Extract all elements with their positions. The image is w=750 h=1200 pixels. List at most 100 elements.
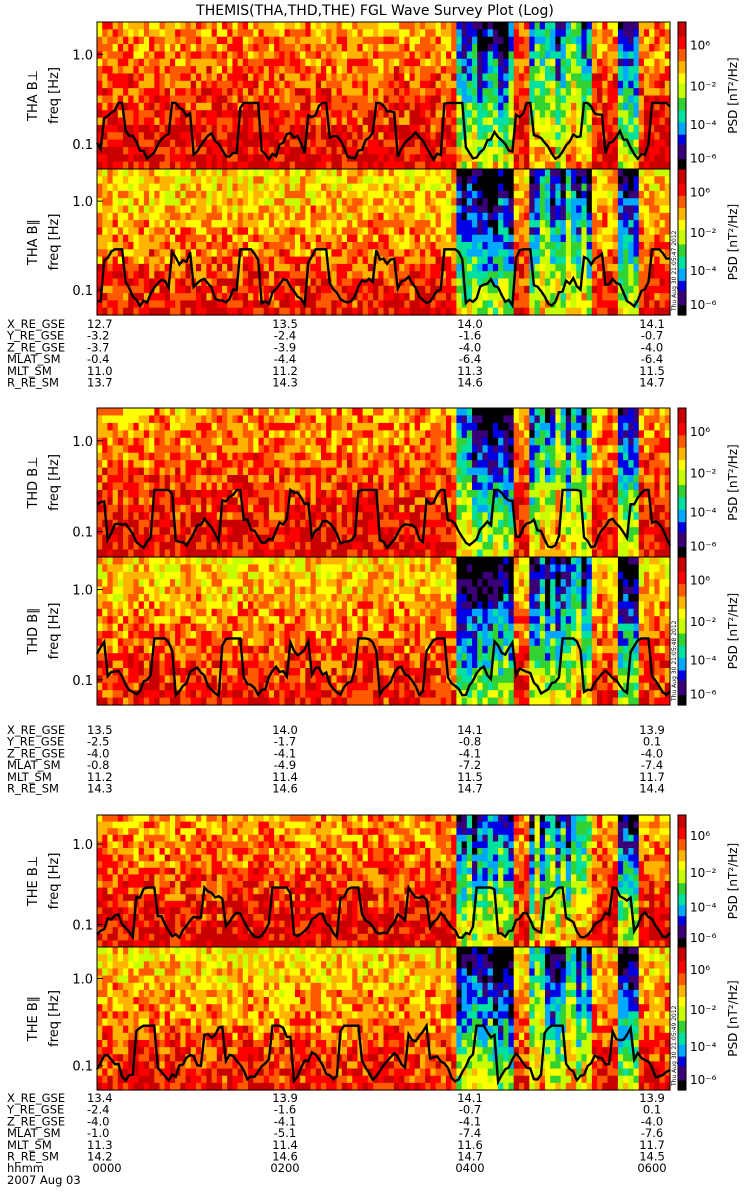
spectrogram-cell bbox=[237, 73, 244, 82]
spectrogram-cell bbox=[373, 190, 379, 199]
spectrogram-cell bbox=[451, 139, 458, 148]
spectrogram-cell bbox=[216, 95, 223, 104]
spectrogram-cell bbox=[393, 36, 400, 45]
spectrogram-cell bbox=[112, 430, 119, 439]
spectrogram-cell bbox=[534, 242, 541, 250]
spectrogram-cell bbox=[555, 66, 562, 75]
spectrogram-cell bbox=[294, 234, 301, 243]
spectrogram-cell bbox=[112, 110, 119, 119]
spectrogram-cell bbox=[154, 58, 161, 67]
spectrogram-cell bbox=[378, 293, 385, 301]
spectrogram-cell bbox=[633, 80, 640, 89]
spectrogram-cell bbox=[628, 161, 635, 170]
spectrogram-cell bbox=[159, 271, 166, 280]
spectrogram-cell bbox=[279, 132, 286, 141]
spectrogram-cell bbox=[612, 220, 619, 228]
spectrogram-cell bbox=[357, 300, 364, 309]
spectrogram-cell bbox=[591, 234, 598, 243]
spectrogram-cell bbox=[378, 234, 385, 243]
spectrogram-cell bbox=[341, 249, 348, 258]
spectrogram-cell bbox=[581, 285, 588, 294]
spectrogram-cell bbox=[649, 183, 655, 192]
spectrogram-cell bbox=[576, 227, 583, 236]
spectrogram-cell bbox=[300, 242, 306, 250]
spectrogram-cell bbox=[472, 132, 478, 141]
spectrogram-cell bbox=[190, 242, 197, 250]
spectrogram-cell bbox=[175, 460, 181, 469]
spectrogram-cell bbox=[534, 190, 541, 199]
ephemeris-label: Y_RE_GSE bbox=[6, 329, 64, 343]
spectrogram-cell bbox=[138, 198, 145, 207]
spectrogram-cell bbox=[482, 271, 489, 280]
spectrogram-cell bbox=[362, 198, 369, 207]
spectrogram-cell bbox=[367, 161, 374, 170]
spectrogram-cell bbox=[341, 227, 348, 236]
spectrogram-cell bbox=[315, 36, 322, 45]
spectrogram-cell bbox=[430, 124, 437, 133]
spectrogram-cell bbox=[451, 293, 458, 301]
spectrogram-cell bbox=[107, 408, 114, 417]
spectrogram-cell bbox=[430, 271, 437, 280]
spectrogram-cell bbox=[607, 169, 614, 177]
spectrogram-cell bbox=[498, 95, 504, 104]
spectrogram-cell bbox=[617, 285, 624, 294]
spectrogram-cell bbox=[399, 300, 405, 309]
spectrogram-cell bbox=[518, 234, 525, 243]
spectrogram-cell bbox=[133, 467, 140, 476]
spectrogram-cell bbox=[643, 73, 650, 82]
spectrogram-cell bbox=[149, 51, 155, 60]
spectrogram-cell bbox=[550, 161, 556, 170]
spectrogram-cell bbox=[253, 73, 260, 82]
spectrogram-cell bbox=[180, 146, 187, 155]
spectrogram-cell bbox=[201, 422, 207, 431]
spectrogram-cell bbox=[388, 300, 395, 309]
spectrogram-cell bbox=[388, 88, 395, 97]
spectrogram-cell bbox=[456, 146, 463, 155]
spectrogram-cell bbox=[357, 176, 364, 185]
spectrogram-cell bbox=[409, 249, 416, 258]
spectrogram-cell bbox=[581, 29, 588, 38]
spectrogram-cell bbox=[607, 212, 614, 221]
spectrogram-cell bbox=[128, 29, 135, 38]
spectrogram-cell bbox=[274, 88, 280, 97]
spectrogram-cell bbox=[97, 117, 103, 126]
spectrogram-cell bbox=[529, 307, 536, 316]
spectrogram-cell bbox=[169, 307, 176, 316]
spectrogram-cell bbox=[216, 22, 223, 30]
spectrogram-cell bbox=[159, 88, 166, 97]
spectrogram-cell bbox=[477, 293, 484, 301]
spectrogram-cell bbox=[143, 73, 150, 82]
spectrogram-cell bbox=[367, 256, 374, 265]
spectrogram-cell bbox=[399, 88, 405, 97]
spectrogram-cell bbox=[477, 234, 484, 243]
spectrogram-cell bbox=[498, 124, 504, 133]
spectrogram-cell bbox=[654, 58, 661, 67]
spectrogram-cell bbox=[274, 132, 280, 141]
spectrogram-cell bbox=[456, 66, 463, 75]
spectrogram-cell bbox=[383, 36, 390, 45]
spectrogram-cell bbox=[544, 132, 551, 141]
spectrogram-cell bbox=[305, 242, 312, 250]
colorbar-segment bbox=[678, 227, 686, 231]
spectrogram-cell bbox=[446, 307, 452, 316]
spectrogram-cell bbox=[149, 497, 155, 506]
spectrogram-cell bbox=[107, 66, 114, 75]
spectrogram-cell bbox=[227, 80, 234, 89]
spectrogram-cell bbox=[263, 183, 270, 192]
spectrogram-cell bbox=[284, 307, 291, 316]
spectrogram-cell bbox=[206, 271, 213, 280]
spectrogram-cell bbox=[190, 169, 197, 177]
spectrogram-cell bbox=[555, 212, 562, 221]
spectrogram-cell bbox=[409, 190, 416, 199]
spectrogram-cell bbox=[477, 249, 484, 258]
spectrogram-cell bbox=[378, 183, 385, 192]
spectrogram-cell bbox=[503, 220, 510, 228]
spectrogram-cell bbox=[263, 58, 270, 67]
spectrogram-cell bbox=[456, 183, 463, 192]
spectrogram-cell bbox=[399, 161, 405, 170]
spectrogram-cell bbox=[253, 169, 260, 177]
spectrogram-cell bbox=[149, 169, 155, 177]
spectrogram-cell bbox=[503, 29, 510, 38]
spectrogram-cell bbox=[518, 161, 525, 170]
spectrogram-cell bbox=[164, 88, 171, 97]
